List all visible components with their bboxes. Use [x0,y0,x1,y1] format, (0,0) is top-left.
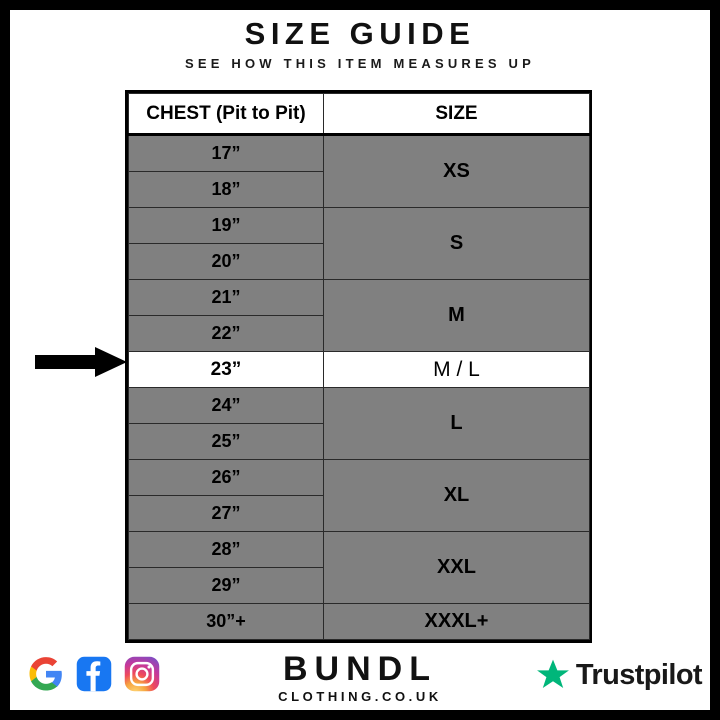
cell-chest: 18” [128,171,324,208]
cell-size: XL [323,459,590,532]
table-row: 30”+ XXXL+ [128,603,590,640]
facebook-icon[interactable] [76,656,112,692]
table-row: 27” [128,495,590,532]
google-icon[interactable] [28,656,64,692]
table-row: 18” [128,171,590,208]
trustpilot-star-icon [536,659,569,688]
cell-size: L [323,387,590,460]
brand-website: CLOTHING.CO.UK [278,689,442,704]
table-row: 26” XL [128,459,590,532]
size-table-body: 17” XS 18” 19” S 20” 21” M 22” 23” M / L 24” L 25” 26”… [128,134,590,640]
table-row: 19” S [128,207,590,280]
size-table-head: CHEST (Pit to Pit) SIZE [128,93,590,136]
size-table: CHEST (Pit to Pit) SIZE 17” XS 18” 19” S 20” 2… [128,93,590,640]
footer: BUNDL CLOTHING.CO.UK Trustpilot [10,650,710,710]
cell-size: XS [323,134,590,208]
cell-chest: 28” [128,531,324,568]
cell-chest: 29” [128,567,324,604]
brand-logo: BUNDL CLOTHING.CO.UK [10,650,710,705]
cell-chest: 21” [128,279,324,316]
table-row: 25” [128,423,590,460]
cell-size: S [323,207,590,280]
table-row: 20” [128,243,590,280]
right-arrow-icon [35,347,127,377]
cell-chest: 23” [128,351,324,388]
trustpilot-name: Trustpilot [575,658,703,691]
cell-chest: 26” [128,459,324,496]
cell-chest: 19” [128,207,324,244]
cell-chest: 27” [128,495,324,532]
column-header-size: SIZE [323,93,590,136]
table-row: 24” L [128,387,590,460]
brand-name: BUNDL [283,650,437,688]
table-row: 21” M [128,279,590,352]
table-row: 23” M / L [128,351,590,388]
cell-size: M [323,279,590,352]
cell-chest: 24” [128,387,324,424]
cell-chest: 22” [128,315,324,352]
table-row: 17” XS [128,134,590,208]
size-guide-card: SIZE GUIDE SEE HOW THIS ITEM MEASURES UP… [10,10,710,710]
cell-size: XXL [323,531,590,604]
table-row: 28” XXL [128,531,590,604]
trustpilot-logo[interactable]: Trustpilot [536,658,703,692]
cell-chest: 25” [128,423,324,460]
page-subtitle: SEE HOW THIS ITEM MEASURES UP [184,56,536,71]
page-title: SIZE GUIDE [244,16,476,51]
cell-chest: 30”+ [128,603,324,640]
cell-size: XXXL+ [323,603,590,640]
cell-size: M / L [323,351,590,388]
column-header-chest: CHEST (Pit to Pit) [128,93,324,136]
social-links [28,656,160,692]
instagram-icon[interactable] [124,656,160,692]
cell-chest: 17” [128,134,324,172]
size-table-container: CHEST (Pit to Pit) SIZE 17” XS 18” 19” S 20” 2… [125,90,592,643]
table-header-row: CHEST (Pit to Pit) SIZE [128,93,590,136]
cell-chest: 20” [128,243,324,280]
table-row: 29” [128,567,590,604]
